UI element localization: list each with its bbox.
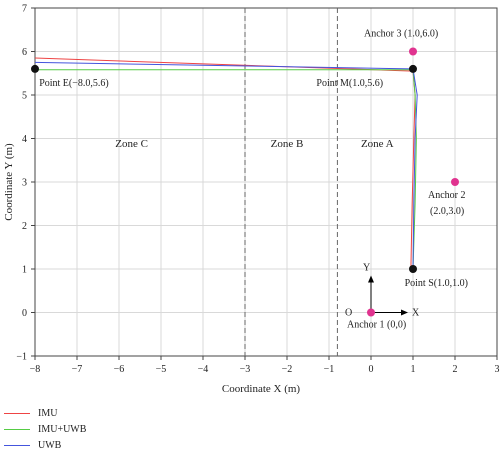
y-tick-label: 3 xyxy=(22,178,27,189)
y-tick-label: 7 xyxy=(22,4,27,15)
point-marker xyxy=(409,64,417,73)
x-tick-label: −3 xyxy=(240,364,251,375)
legend-swatch-imu xyxy=(4,412,30,414)
anchor-label: Anchor 3 (1.0,6.0) xyxy=(364,29,438,40)
zone-label: Zone B xyxy=(271,138,304,150)
series-line-imu-uwb xyxy=(35,69,417,270)
x-axis-label: Coordinate X (m) xyxy=(222,383,301,395)
x-tick-label: −5 xyxy=(156,364,167,375)
x-tick-label: 1 xyxy=(411,364,416,375)
x-tick-label: 2 xyxy=(453,364,458,375)
y-tick-label: 5 xyxy=(22,91,27,102)
glyph-y-label: Y xyxy=(363,263,370,274)
anchor-marker xyxy=(367,308,375,317)
legend-item-uwb: UWB xyxy=(4,437,86,453)
glyph-x-arrow xyxy=(401,309,408,316)
y-axis-label: Coordinate Y (m) xyxy=(3,143,15,221)
legend-label-uwb: UWB xyxy=(38,439,62,451)
glyph-x-label: X xyxy=(412,308,420,319)
y-tick-label: 4 xyxy=(22,134,27,145)
legend-label-imu-uwb: IMU+UWB xyxy=(38,423,87,435)
legend-swatch-uwb xyxy=(4,444,30,446)
y-tick-label: 0 xyxy=(22,308,27,319)
x-tick-label: −8 xyxy=(30,364,41,375)
point-marker xyxy=(409,265,417,273)
point-label: Point E(−8.0,5.6) xyxy=(39,78,109,89)
glyph-origin-label: O xyxy=(345,308,352,319)
x-tick-label: −4 xyxy=(198,364,209,375)
y-tick-label: 6 xyxy=(22,47,27,58)
x-tick-label: −7 xyxy=(72,364,83,375)
anchor-marker xyxy=(451,178,459,186)
x-tick-label: −6 xyxy=(114,364,125,375)
anchor-label: Anchor 1 (0,0) xyxy=(347,320,406,331)
legend-item-imu-uwb: IMU+UWB xyxy=(4,421,86,437)
zone-label: Zone A xyxy=(361,138,394,150)
x-tick-label: 3 xyxy=(495,364,500,375)
point-label: Point M(1.0,5.6) xyxy=(316,78,383,89)
y-tick-label: 1 xyxy=(22,265,27,276)
x-tick-label: −2 xyxy=(282,364,293,375)
series-line-uwb xyxy=(34,61,418,270)
point-marker xyxy=(31,64,39,73)
anchor-label: (2.0,3.0) xyxy=(430,206,464,217)
anchor-marker xyxy=(409,47,417,56)
anchor-label: Anchor 2 xyxy=(428,190,466,201)
glyph-y-arrow xyxy=(368,275,374,283)
legend-swatch-imu-uwb xyxy=(4,428,30,430)
series-line-imu xyxy=(34,57,416,270)
legend-label-imu: IMU xyxy=(38,407,58,419)
y-tick-label: −1 xyxy=(16,352,27,363)
x-tick-label: 0 xyxy=(369,364,374,375)
y-tick-label: 2 xyxy=(22,221,27,232)
legend-item-imu: IMU xyxy=(4,405,86,421)
point-label: Point S(1.0,1.0) xyxy=(405,278,468,289)
zone-label: Zone C xyxy=(115,138,148,150)
legend: IMU IMU+UWB UWB xyxy=(4,405,86,453)
trajectory-chart: −8 −7 −6 −5 −4 −3 −2 −1 0 1 2 3 −1 0 1 2 3 4 5 6 7 Coordinate… xyxy=(3,4,500,396)
x-tick-label: −1 xyxy=(324,364,335,375)
